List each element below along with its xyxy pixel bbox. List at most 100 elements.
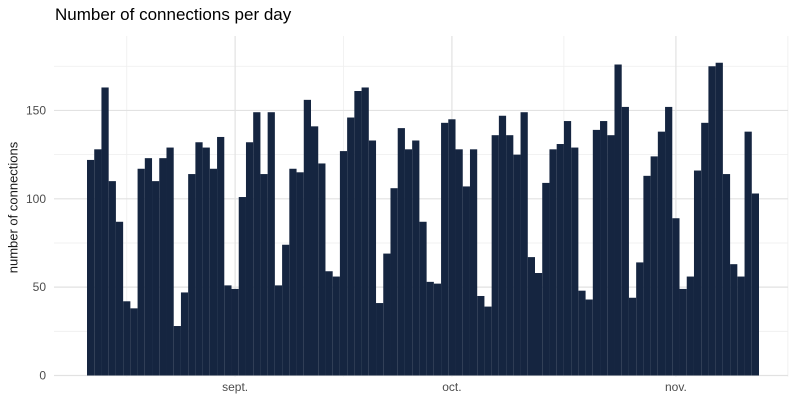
bar-day-33: [318, 163, 326, 376]
bar-day-45: [404, 149, 413, 376]
y-axis-tick-labels: 0 50 100 150: [26, 103, 46, 382]
bar-day-28: [282, 244, 290, 376]
bar-day-27: [274, 285, 283, 376]
bar-day-60: [513, 154, 521, 376]
bar-day-19: [217, 136, 225, 376]
bar-day-66: [556, 144, 564, 376]
bar-day-86: [701, 122, 709, 376]
bar-day-78: [643, 175, 651, 376]
bar-day-2: [94, 149, 102, 376]
bar-day-37: [347, 117, 355, 376]
bar-day-22: [238, 197, 246, 376]
bar-day-49: [433, 283, 442, 376]
bar-day-32: [311, 126, 319, 376]
bar-day-23: [245, 142, 254, 376]
bar-day-17: [202, 147, 210, 376]
bar-day-8: [137, 168, 145, 376]
bar-day-55: [477, 295, 485, 376]
bar-day-43: [390, 188, 398, 376]
bar-day-77: [636, 262, 644, 376]
bar-day-52: [455, 149, 463, 376]
bar-day-31: [303, 99, 311, 376]
bar-day-50: [441, 122, 449, 376]
chart-title: Number of connections per day: [55, 5, 292, 24]
bar-day-71: [592, 129, 601, 376]
bar-day-83: [679, 288, 687, 376]
bar-day-40: [368, 140, 377, 376]
bar-day-57: [491, 135, 499, 376]
bar-day-13: [173, 326, 181, 376]
bar-day-88: [715, 62, 723, 376]
bar-day-48: [426, 281, 434, 376]
bar-day-75: [621, 106, 629, 376]
bar-day-67: [563, 121, 572, 376]
bar-day-34: [325, 271, 333, 376]
bar-day-14: [180, 292, 189, 376]
bar-day-70: [585, 299, 593, 376]
y-tick-label: 150: [26, 103, 46, 117]
bar-day-9: [144, 158, 153, 376]
bar-day-3: [101, 87, 109, 376]
bar-day-61: [520, 112, 528, 376]
bar-day-51: [448, 119, 456, 376]
x-tick-label: oct.: [442, 380, 461, 394]
bar-day-92: [744, 131, 752, 376]
bar-day-85: [693, 170, 702, 376]
bar-day-56: [484, 306, 492, 376]
bar-day-11: [159, 158, 167, 376]
bar-day-93: [751, 193, 759, 376]
bar-day-46: [412, 140, 420, 376]
bar-day-69: [578, 290, 586, 376]
bar-day-64: [542, 182, 550, 376]
bar-day-26: [267, 112, 275, 376]
bar-day-62: [527, 257, 535, 376]
y-tick-label: 50: [33, 280, 47, 294]
bar-day-30: [296, 172, 304, 376]
bar-day-82: [672, 218, 680, 376]
bar-day-39: [361, 87, 369, 376]
x-axis-tick-labels: sept. oct. nov.: [222, 380, 687, 394]
bar-day-47: [419, 221, 427, 376]
bars: [87, 62, 759, 376]
bar-day-74: [614, 64, 622, 376]
bar-day-7: [130, 308, 138, 376]
bar-day-68: [571, 147, 579, 376]
x-tick-label: sept.: [222, 380, 248, 394]
bar-day-6: [123, 301, 131, 376]
bar-day-76: [628, 297, 637, 376]
y-tick-label: 0: [39, 369, 46, 383]
bar-day-41: [376, 303, 384, 376]
bar-day-15: [188, 174, 196, 376]
bar-day-59: [506, 135, 514, 376]
bar-day-25: [260, 174, 268, 376]
bar-day-38: [354, 91, 362, 376]
bar-day-1: [87, 159, 95, 376]
bar-day-29: [289, 168, 297, 376]
bar-day-18: [209, 168, 218, 376]
bar-day-53: [462, 186, 470, 376]
bar-day-35: [332, 276, 340, 376]
bar-day-54: [469, 149, 478, 376]
bar-day-79: [650, 156, 658, 376]
bar-day-44: [397, 128, 405, 376]
bar-day-63: [535, 273, 543, 376]
bar-day-24: [253, 112, 261, 376]
bar-day-10: [152, 181, 160, 376]
bar-day-87: [708, 66, 716, 376]
x-tick-label: nov.: [665, 380, 687, 394]
bar-day-80: [657, 131, 666, 376]
bar-day-12: [166, 147, 174, 376]
bar-day-90: [730, 264, 738, 376]
bar-day-58: [498, 115, 507, 376]
bar-day-5: [115, 221, 124, 376]
bar-day-72: [600, 121, 608, 376]
bar-day-21: [231, 288, 239, 376]
bar-day-81: [665, 106, 673, 376]
bar-day-36: [339, 151, 348, 376]
y-tick-label: 100: [26, 192, 46, 206]
bar-day-73: [607, 135, 615, 376]
bar-day-4: [108, 181, 116, 376]
bar-day-84: [686, 276, 694, 376]
